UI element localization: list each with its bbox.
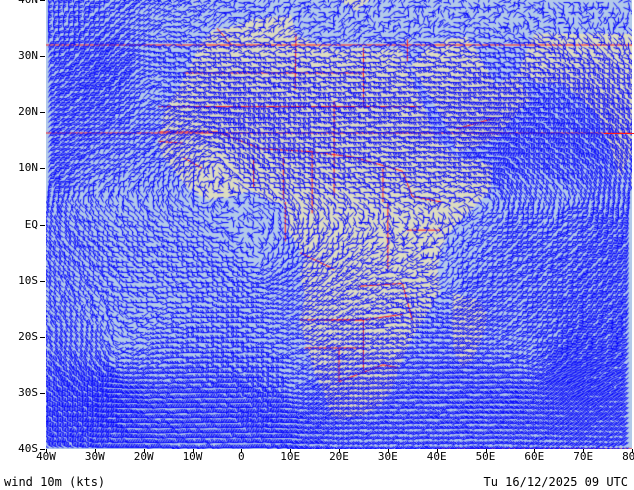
x-axis-tick-label: 0 — [238, 450, 245, 463]
x-axis-tick-mark — [583, 449, 585, 453]
x-axis-tick-mark — [632, 449, 633, 453]
y-axis-tick-label: 10S — [18, 273, 38, 287]
y-axis-tick-mark — [40, 224, 45, 226]
x-axis-tick-label: 30W — [84, 450, 105, 463]
y-axis-tick-label: 30S — [18, 385, 38, 399]
y-axis-tick-label: 20S — [18, 329, 38, 343]
x-axis-tick-mark — [94, 449, 96, 453]
x-axis-tick-label: 10E — [280, 450, 301, 463]
x-axis-tick-mark — [143, 449, 145, 453]
x-axis-tick-label: 30E — [377, 450, 398, 463]
x-axis-tick-label: 80E — [622, 450, 634, 463]
x-axis-tick-mark — [339, 449, 340, 453]
y-axis-tick-label: 30N — [18, 49, 38, 63]
y-axis-tick-mark — [40, 449, 45, 450]
y-axis-tick-label: EQ — [24, 217, 38, 231]
x-axis-tick-label: 50E — [475, 450, 496, 463]
y-axis-tick-label: 40S — [18, 442, 38, 455]
y-axis-tick-mark — [40, 336, 45, 338]
x-axis-tick-mark — [387, 449, 389, 453]
border-line-overflow — [604, 133, 634, 134]
x-axis-tick-mark — [290, 449, 292, 453]
wind-barb-plot-area — [46, 0, 632, 449]
y-axis-tick-label: 10N — [18, 161, 38, 175]
x-axis-tick-mark — [534, 449, 536, 453]
x-axis-tick-label: 40W — [36, 450, 56, 463]
valid-time-caption: Tu 16/12/2025 09 UTC — [483, 475, 629, 489]
y-axis-tick-mark — [40, 392, 45, 394]
x-axis-tick-label: 70E — [573, 450, 594, 463]
y-axis-tick-mark — [40, 0, 45, 1]
x-axis-tick-mark — [436, 449, 438, 453]
x-axis-tick-label: 40E — [426, 450, 447, 463]
wind-barb-canvas — [46, 0, 632, 449]
x-axis-tick-label: 60E — [524, 450, 545, 463]
y-axis-tick-label: 20N — [18, 105, 38, 119]
y-axis-tick-mark — [40, 112, 45, 114]
y-axis-tick-label: 40N — [0, 0, 38, 5]
y-axis-tick-mark — [40, 280, 45, 282]
x-axis-tick-mark — [46, 449, 47, 453]
variable-caption: wind 10m (kts) — [4, 475, 106, 489]
y-axis-tick-mark — [40, 56, 45, 58]
x-axis-tick-mark — [192, 449, 194, 453]
y-axis-tick-mark — [40, 168, 45, 170]
x-axis-tick-label: 20E — [329, 450, 349, 463]
x-axis-tick-mark — [485, 449, 487, 453]
x-axis-tick-label: 20W — [133, 450, 154, 463]
x-axis-tick-label: 10W — [182, 450, 203, 463]
x-axis-tick-mark — [241, 449, 243, 453]
